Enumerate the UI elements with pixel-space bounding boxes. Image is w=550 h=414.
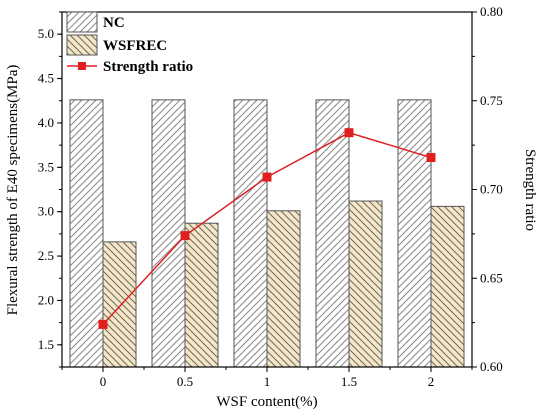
ratio-line-layer [98, 128, 436, 329]
bar-nc-3 [315, 99, 350, 368]
bar-wsfrec-3 [348, 200, 383, 368]
right-tick-label-2: 0.70 [480, 182, 503, 197]
right-tick-label-4: 0.80 [480, 4, 503, 19]
legend-swatch-nc [66, 11, 98, 33]
ratio-marker-4 [426, 153, 436, 163]
bar-nc-1 [151, 99, 186, 368]
legend-label-ratio: Strength ratio [103, 59, 193, 75]
left-tick-label-1: 2.0 [38, 292, 54, 307]
bar-nc-0 [69, 99, 104, 368]
left-axis: 1.5 2.0 2.5 3.0 3.5 4.0 4.5 5.0 [38, 11, 62, 368]
right-tick-label-0: 0.60 [480, 359, 503, 374]
legend-swatch-wsfrec [66, 34, 98, 56]
ratio-marker-1 [180, 231, 190, 241]
ratio-marker-3 [344, 128, 354, 138]
left-tick-label-6: 4.5 [38, 71, 54, 86]
left-tick-label-3: 3.0 [38, 204, 54, 219]
left-tick-label-4: 3.5 [38, 159, 54, 174]
y2-axis-title: Strength ratio [522, 149, 538, 231]
x-axis: 0 0.5 1 1.5 2 [61, 367, 473, 389]
left-tick-label-0: 1.5 [38, 337, 54, 352]
x-axis-title: WSF content(%) [216, 394, 317, 410]
legend-label-nc: NC [103, 15, 125, 31]
legend: NC WSFREC Strength ratio [66, 11, 193, 75]
left-tick-label-2: 2.5 [38, 248, 54, 263]
left-tick-label-7: 5.0 [38, 26, 54, 41]
x-tick-label-4: 2 [428, 374, 435, 389]
left-tick-label-5: 4.0 [38, 115, 54, 130]
bar-nc-4 [397, 99, 432, 368]
legend-label-wsfrec: WSFREC [103, 38, 167, 54]
ratio-marker-0 [98, 319, 108, 329]
bar-wsfrec-4 [430, 205, 465, 368]
bar-wsfrec-2 [266, 210, 301, 368]
bar-wsfrec-1 [184, 222, 219, 368]
y-axis-title: Flexural strength of E40 specimens(MPa) [5, 65, 21, 316]
bars-layer [69, 99, 465, 368]
ratio-marker-2 [262, 172, 272, 182]
right-tick-label-3: 0.75 [480, 93, 503, 108]
bar-wsfrec-0 [102, 241, 137, 368]
x-tick-label-0: 0 [100, 374, 107, 389]
legend-marker-ratio [78, 62, 86, 70]
bar-nc-2 [233, 99, 268, 368]
x-tick-label-3: 1.5 [341, 374, 357, 389]
right-tick-label-1: 0.65 [480, 270, 503, 285]
x-tick-label-2: 1 [264, 374, 271, 389]
x-tick-label-1: 0.5 [177, 374, 193, 389]
right-axis: 0.60 0.65 0.70 0.75 0.80 [472, 4, 503, 374]
